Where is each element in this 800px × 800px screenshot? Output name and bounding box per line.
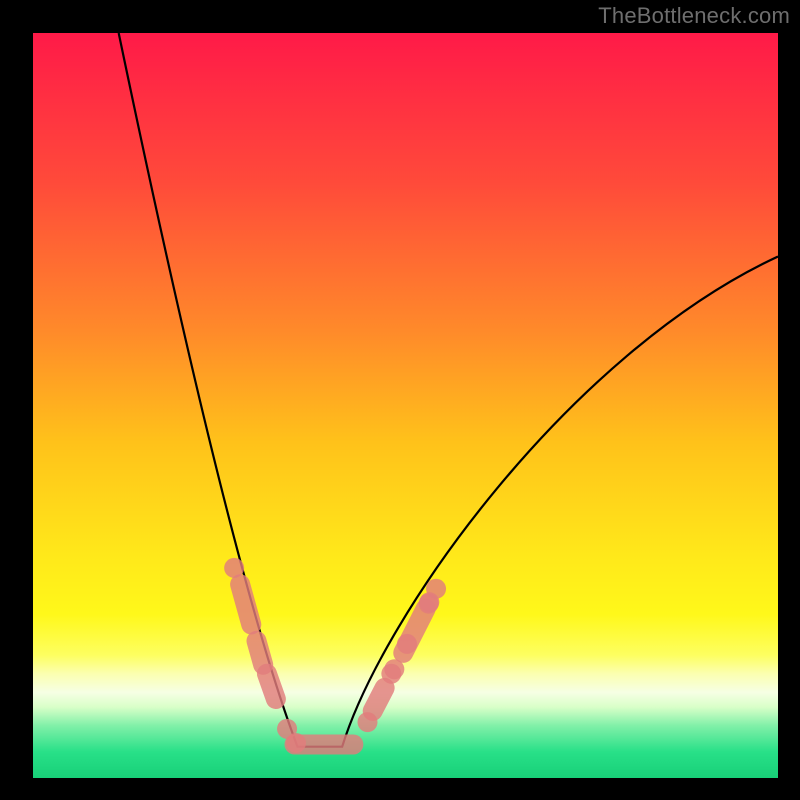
marker-bar <box>240 584 251 624</box>
marker-dot <box>286 733 306 753</box>
marker-dot <box>397 634 417 654</box>
marker-bar <box>267 674 276 699</box>
bottleneck-chart <box>0 0 800 800</box>
plot-background <box>33 33 778 778</box>
marker-bar <box>373 688 385 711</box>
marker-dot <box>384 659 404 679</box>
marker-bar <box>257 641 264 665</box>
marker-dot <box>224 558 244 578</box>
watermark-text: TheBottleneck.com <box>598 3 790 29</box>
marker-dot <box>358 712 378 732</box>
marker-dot <box>426 579 446 599</box>
